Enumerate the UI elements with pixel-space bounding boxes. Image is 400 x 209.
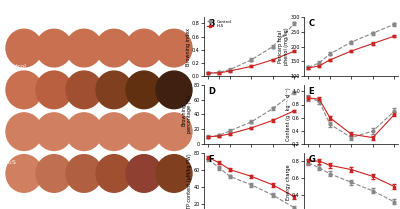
Text: B: B: [209, 19, 215, 28]
Text: 0h: 0h: [20, 6, 28, 11]
Text: A: A: [4, 8, 14, 21]
Y-axis label: Energy charge: Energy charge: [286, 164, 291, 200]
Circle shape: [96, 113, 132, 150]
Circle shape: [36, 113, 72, 150]
Circle shape: [6, 71, 42, 109]
Circle shape: [66, 113, 102, 150]
Circle shape: [66, 71, 102, 109]
Circle shape: [126, 71, 162, 109]
Circle shape: [96, 29, 132, 67]
Text: F: F: [209, 155, 214, 164]
Text: H$_2$S: H$_2$S: [4, 159, 17, 167]
Circle shape: [36, 71, 72, 109]
Y-axis label: Browning index: Browning index: [186, 28, 191, 65]
Text: 48h: 48h: [108, 6, 120, 11]
Circle shape: [156, 113, 192, 150]
Y-axis label: Pericarp total
phenol (mg/kg): Pericarp total phenol (mg/kg): [278, 28, 289, 65]
Circle shape: [156, 155, 192, 192]
Y-axis label: Browning
percentage (%): Browning percentage (%): [181, 96, 192, 133]
Circle shape: [6, 29, 42, 67]
Circle shape: [156, 71, 192, 109]
Text: C: C: [309, 19, 315, 28]
Circle shape: [66, 29, 102, 67]
Circle shape: [96, 71, 132, 109]
Text: 72h: 72h: [138, 6, 150, 11]
Circle shape: [96, 155, 132, 192]
Circle shape: [6, 155, 42, 192]
Circle shape: [126, 113, 162, 150]
Circle shape: [156, 29, 192, 67]
Circle shape: [36, 155, 72, 192]
Text: E: E: [309, 87, 314, 96]
Y-axis label: Content (g · kg⁻¹· d⁻¹): Content (g · kg⁻¹· d⁻¹): [286, 88, 291, 141]
Circle shape: [6, 113, 42, 150]
Circle shape: [36, 29, 72, 67]
Circle shape: [126, 155, 162, 192]
Text: G: G: [309, 155, 316, 164]
Circle shape: [66, 155, 102, 192]
Text: D: D: [209, 87, 216, 96]
Text: Control: Control: [4, 64, 27, 69]
Y-axis label: ATP content (μM/kg FW): ATP content (μM/kg FW): [187, 153, 192, 209]
Text: 96h: 96h: [168, 6, 180, 11]
Text: 24h: 24h: [78, 6, 90, 11]
Legend: Control, H₂S: Control, H₂S: [206, 19, 232, 29]
Circle shape: [126, 29, 162, 67]
Text: 12h: 12h: [48, 6, 60, 11]
